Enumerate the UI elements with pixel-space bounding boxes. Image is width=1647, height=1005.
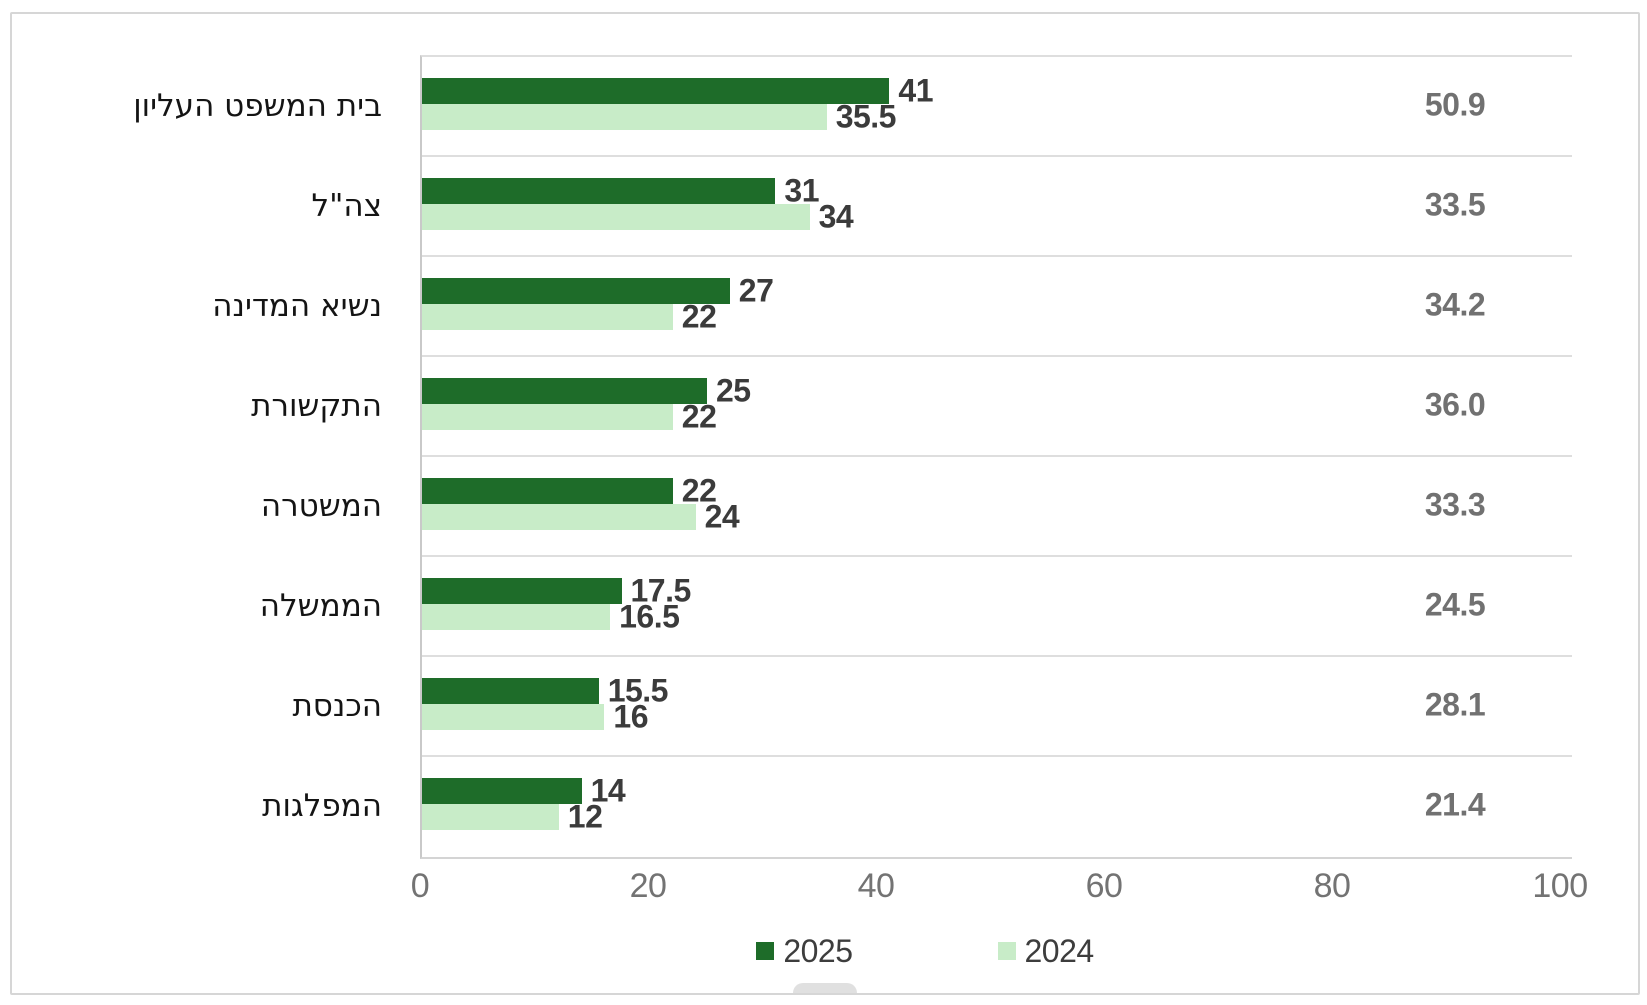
bar-value-2025: 31 xyxy=(784,172,819,209)
bar-2024: 34 xyxy=(422,199,854,235)
legend-item-2024: 2024 xyxy=(997,932,1095,970)
side-value: 36.0 xyxy=(1424,386,1486,423)
bar-2024: 16.5 xyxy=(422,599,680,635)
category-label: המשטרה xyxy=(260,488,382,524)
side-value: 34.2 xyxy=(1424,286,1486,323)
bar-group: 41 35.5 xyxy=(422,73,933,135)
bottom-handle-artifact xyxy=(793,983,857,993)
bar-value-2025: 41 xyxy=(898,72,933,109)
category-label: המפלגות xyxy=(262,788,382,824)
bar-value-2024: 22 xyxy=(681,398,717,435)
bar-group: 17.5 16.5 xyxy=(422,573,691,635)
x-tick: 40 xyxy=(857,867,895,905)
x-tick: 0 xyxy=(410,867,430,905)
legend-swatch xyxy=(997,942,1016,960)
chart-frame: בית המשפט העליון 41 35.5 50.9 צה"ל 31 34 33.5 נש… xyxy=(10,12,1640,995)
bar-2024: 35.5 xyxy=(422,99,896,135)
bar-2025: 22 xyxy=(422,473,717,509)
bar-2025: 25 xyxy=(422,373,751,409)
legend-label: 2025 xyxy=(783,932,853,969)
bar-value-2024: 16.5 xyxy=(619,598,680,635)
side-value: 33.3 xyxy=(1424,486,1486,523)
side-value: 28.1 xyxy=(1424,686,1486,723)
bar-2024: 16 xyxy=(422,699,648,735)
category-label: צה"ל xyxy=(311,188,382,224)
bar-2024: 12 xyxy=(422,799,603,835)
category-label: התקשורת xyxy=(251,388,382,424)
bar-value-2025: 15.5 xyxy=(607,672,669,709)
bar-group: 31 34 xyxy=(422,173,854,235)
bar-group: 27 22 xyxy=(422,273,774,335)
bar-value-2025: 27 xyxy=(738,272,774,309)
bar-value-2024: 22 xyxy=(681,298,717,335)
bar-group: 15.5 16 xyxy=(422,673,668,735)
bar-2025: 14 xyxy=(422,773,626,809)
bar-value-2025: 14 xyxy=(590,772,626,809)
bar-value-2024: 34 xyxy=(818,198,854,235)
plot-area: בית המשפט העליון 41 35.5 50.9 צה"ל 31 34 33.5 נש… xyxy=(133,55,1572,859)
category-row: התקשורת 25 22 36.0 xyxy=(251,357,1572,457)
legend-swatch xyxy=(756,942,775,960)
side-value: 50.9 xyxy=(1424,86,1486,123)
bar-2025: 17.5 xyxy=(422,573,691,609)
bar-value-2024: 12 xyxy=(567,798,603,835)
bar-value-2025: 22 xyxy=(681,472,717,509)
bar-2024: 22 xyxy=(422,399,717,435)
x-tick: 60 xyxy=(1085,867,1123,905)
bar-group: 25 22 xyxy=(422,373,751,435)
bar-value-2025: 25 xyxy=(716,372,751,409)
bar-value-2024: 24 xyxy=(704,498,740,535)
bar-value-2024: 35.5 xyxy=(835,98,897,135)
x-axis: 0 20 40 60 80 100 xyxy=(411,867,1588,907)
legend: 2025 2024 xyxy=(350,930,1500,972)
category-row: נשיא המדינה 27 22 34.2 xyxy=(212,257,1572,357)
bar-group: 14 12 xyxy=(422,773,626,835)
bar-2025: 31 xyxy=(422,173,819,209)
category-label: הממשלה xyxy=(259,588,382,624)
bar-2025: 27 xyxy=(422,273,774,309)
category-row: צה"ל 31 34 33.5 xyxy=(311,157,1572,257)
legend-label: 2024 xyxy=(1024,932,1095,969)
bar-2025: 15.5 xyxy=(422,673,668,709)
category-row: בית המשפט העליון 41 35.5 50.9 xyxy=(133,57,1572,157)
bar-value-2024: 16 xyxy=(613,698,648,735)
bar-group: 22 24 xyxy=(422,473,740,535)
bar-2025: 41 xyxy=(422,73,933,109)
legend-item-2025: 2025 xyxy=(756,932,853,970)
side-value: 33.5 xyxy=(1424,186,1486,223)
category-label: בית המשפט העליון xyxy=(133,88,382,124)
side-value: 24.5 xyxy=(1424,586,1486,623)
side-value: 21.4 xyxy=(1424,786,1486,823)
category-row: הממשלה 17.5 16.5 24.5 xyxy=(260,557,1572,657)
category-row: המשטרה 22 24 33.3 xyxy=(261,457,1572,557)
bar-value-2025: 17.5 xyxy=(630,572,692,609)
category-row: הכנסת 15.5 16 28.1 xyxy=(292,657,1572,757)
category-label: נשיא המדינה xyxy=(212,288,382,324)
x-tick: 20 xyxy=(629,867,667,905)
category-label: הכנסת xyxy=(292,688,382,724)
bar-2024: 22 xyxy=(422,299,717,335)
category-row: המפלגות 14 12 21.4 xyxy=(262,757,1572,855)
x-tick: 80 xyxy=(1313,867,1351,905)
x-tick: 100 xyxy=(1532,867,1588,905)
bar-2024: 24 xyxy=(422,499,740,535)
